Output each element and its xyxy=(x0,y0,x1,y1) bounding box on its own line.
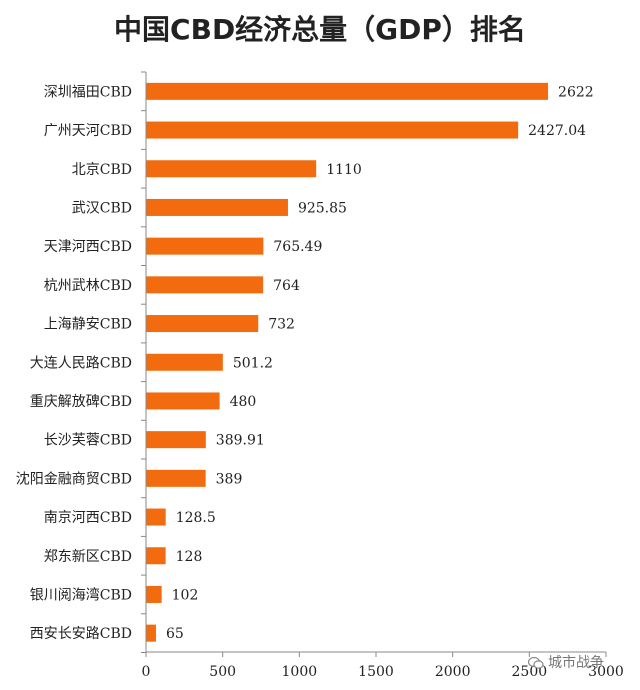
value-labels-layer: 2622 2427.04 1110 925.85 765.49 764 732 501.2 48… xyxy=(166,84,594,642)
bar xyxy=(146,237,264,255)
bar xyxy=(146,353,223,371)
value-label: 128 xyxy=(176,549,203,565)
bar xyxy=(146,276,264,294)
category-label: 郑东新区CBD xyxy=(44,549,132,565)
category-label: 天津河西CBD xyxy=(44,239,132,255)
value-label: 732 xyxy=(268,317,295,333)
category-label: 北京CBD xyxy=(72,162,132,178)
bar xyxy=(146,160,317,178)
x-tick-label: 3000 xyxy=(588,664,624,680)
value-label: 128.5 xyxy=(176,510,216,526)
bar xyxy=(146,585,162,603)
value-label: 1110 xyxy=(326,162,362,178)
bar xyxy=(146,315,259,333)
bar xyxy=(146,508,166,526)
x-tick-label: 500 xyxy=(209,664,236,680)
chart-title: 中国CBD经济总量（GDP）排名 xyxy=(114,13,526,46)
category-label: 武汉CBD xyxy=(72,200,132,216)
x-tick-label: 2000 xyxy=(435,664,471,680)
bar xyxy=(146,431,206,449)
value-label: 65 xyxy=(166,626,184,642)
bar xyxy=(146,121,519,139)
bar xyxy=(146,198,288,216)
category-label: 沈阳金融商贸CBD xyxy=(16,471,132,487)
category-label: 广州天河CBD xyxy=(44,123,132,139)
bar xyxy=(146,547,166,565)
value-label: 765.49 xyxy=(273,239,322,255)
value-label: 2622 xyxy=(558,84,594,100)
bars-layer xyxy=(146,82,549,642)
category-label: 杭州武林CBD xyxy=(44,278,132,294)
value-label: 925.85 xyxy=(298,200,347,216)
watermark: 城市战争 xyxy=(528,652,640,680)
category-label: 深圳福田CBD xyxy=(44,84,132,100)
category-label: 上海静安CBD xyxy=(44,317,132,333)
category-label: 银川阅海湾CBD xyxy=(30,586,132,603)
wechat-icon xyxy=(528,656,544,669)
category-label: 大连人民路CBD xyxy=(30,355,132,371)
x-tick-label: 0 xyxy=(142,664,151,680)
bar xyxy=(146,392,220,410)
value-label: 2427.04 xyxy=(528,123,586,139)
category-label: 重庆解放碑CBD xyxy=(30,394,132,410)
value-label: 501.2 xyxy=(233,355,273,371)
bar xyxy=(146,82,549,100)
x-tick-label: 1000 xyxy=(282,664,318,680)
value-label: 102 xyxy=(172,587,199,603)
category-label: 长沙芙蓉CBD xyxy=(44,432,132,449)
watermark-text: 城市战争 xyxy=(548,655,604,671)
category-label: 南京河西CBD xyxy=(44,510,132,526)
x-tick-label: 1500 xyxy=(358,664,394,680)
bar xyxy=(146,469,206,487)
value-label: 480 xyxy=(230,394,257,410)
value-label: 389.91 xyxy=(216,433,265,449)
category-labels-layer: 深圳福田CBD 广州天河CBD 北京CBD 武汉CBD 天津河西CBD 杭州武林CBD 上海… xyxy=(16,84,132,642)
value-label: 389 xyxy=(216,471,243,487)
value-label: 764 xyxy=(273,278,300,294)
bar xyxy=(146,624,156,642)
category-label: 西安长安路CBD xyxy=(30,626,132,642)
